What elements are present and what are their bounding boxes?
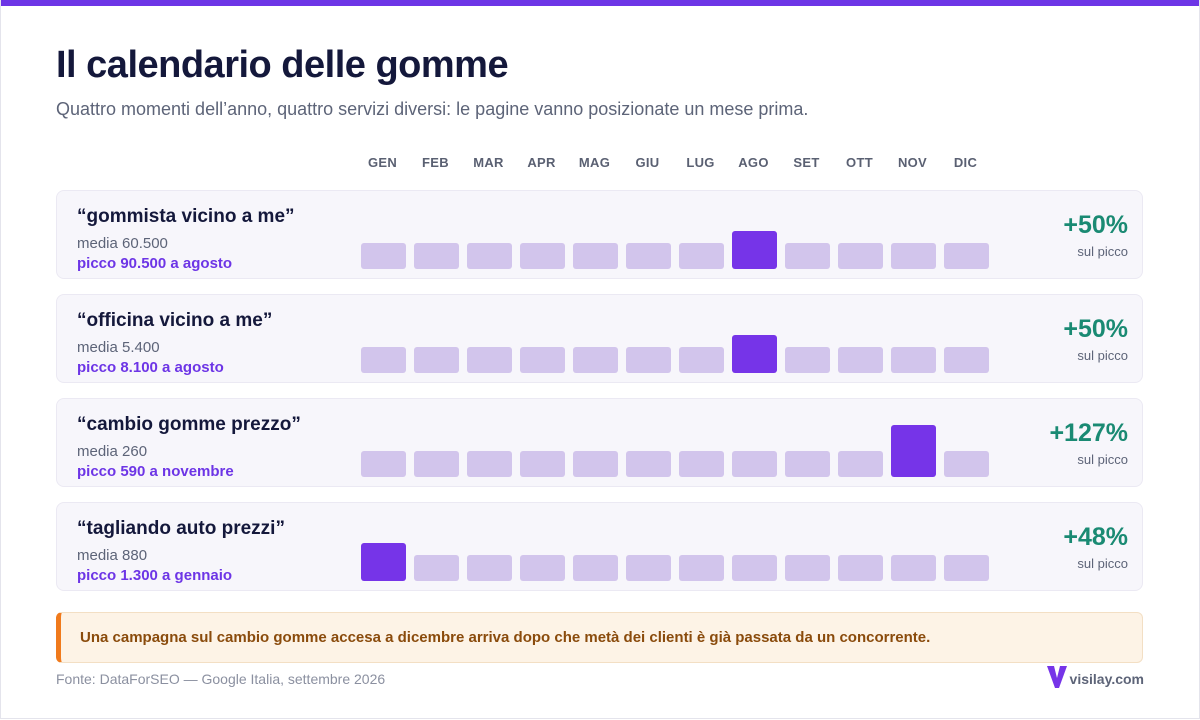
- month-bars: [361, 295, 991, 384]
- average-volume: media 260: [77, 443, 148, 460]
- month-bar: [679, 243, 724, 269]
- month-header: GEN FEB MAR APR MAG GIU LUG AGO SET OTT NOV DIC: [360, 155, 990, 171]
- month-bar: [520, 555, 565, 581]
- keyword-label: “gommista vicino a me”: [77, 206, 295, 227]
- month-bar: [520, 347, 565, 373]
- month-bars: [361, 191, 991, 280]
- keyword-card: “cambio gomme prezzo” media 260 picco 590 …: [56, 398, 1143, 487]
- month-bar: [414, 451, 459, 477]
- brand: visilay.com: [1046, 660, 1144, 690]
- source-note: Fonte: DataForSEO — Google Italia, sette…: [56, 671, 386, 687]
- month-bar: [414, 243, 459, 269]
- month-bar: [361, 243, 406, 269]
- peak-volume: picco 590 a novembre: [77, 463, 234, 480]
- month-bar: [732, 555, 777, 581]
- month-label: DIC: [953, 155, 978, 170]
- month-bar: [626, 451, 671, 477]
- brand-name: visilay.com: [1069, 671, 1144, 687]
- month-bar: [679, 347, 724, 373]
- keyword-card: “gommista vicino a me” media 60.500 picco …: [56, 190, 1143, 279]
- average-volume: media 5.400: [77, 339, 160, 356]
- month-bar: [361, 347, 406, 373]
- peak-increase-label: sul picco: [1077, 348, 1128, 363]
- accent-bar: [0, 0, 1200, 6]
- month-label: FEB: [422, 155, 449, 170]
- month-bar: [626, 555, 671, 581]
- month-bar: [414, 555, 459, 581]
- month-bar: [520, 243, 565, 269]
- month-bar: [573, 347, 618, 373]
- peak-month-bar: [361, 543, 406, 581]
- peak-increase: +50%: [1063, 211, 1128, 239]
- month-bar: [838, 347, 883, 373]
- month-label: SET: [793, 155, 820, 170]
- month-bar: [679, 451, 724, 477]
- page-title: Il calendario delle gomme: [56, 44, 509, 86]
- month-bar: [838, 451, 883, 477]
- month-bar: [573, 451, 618, 477]
- month-bar: [679, 555, 724, 581]
- month-bar: [467, 555, 512, 581]
- page-subtitle: Quattro momenti dell’anno, quattro servi…: [56, 99, 809, 119]
- month-bar: [785, 347, 830, 373]
- month-bars: [361, 503, 991, 592]
- peak-month-bar: [891, 425, 936, 477]
- peak-volume: picco 1.300 a gennaio: [77, 567, 233, 584]
- keyword-label: “cambio gomme prezzo”: [77, 414, 301, 435]
- month-bar: [467, 243, 512, 269]
- month-label: GEN: [367, 155, 398, 170]
- month-bar: [785, 451, 830, 477]
- peak-increase-label: sul picco: [1077, 452, 1128, 467]
- keyword-card: “tagliando auto prezzi” media 880 picco 1.…: [56, 502, 1143, 591]
- month-bar: [891, 243, 936, 269]
- month-label: MAG: [578, 155, 611, 170]
- month-label: LUG: [686, 155, 715, 170]
- callout-note: Una campagna sul cambio gomme accesa a d…: [56, 612, 1143, 663]
- month-bar: [944, 555, 989, 581]
- month-bar: [626, 243, 671, 269]
- callout-text: Una campagna sul cambio gomme accesa a d…: [80, 629, 931, 646]
- month-label: AGO: [738, 155, 769, 170]
- month-label: GIU: [635, 155, 660, 170]
- month-bar: [573, 243, 618, 269]
- month-bar: [891, 555, 936, 581]
- month-bar: [838, 243, 883, 269]
- peak-increase-label: sul picco: [1077, 556, 1128, 571]
- month-bar: [573, 555, 618, 581]
- peak-increase: +50%: [1063, 315, 1128, 343]
- peak-month-bar: [732, 335, 777, 373]
- keyword-card: “officina vicino a me” media 5.400 picco 8…: [56, 294, 1143, 383]
- month-label: APR: [527, 155, 556, 170]
- peak-increase: +48%: [1063, 523, 1128, 551]
- month-label: OTT: [846, 155, 873, 170]
- v-logo-icon: [1046, 666, 1067, 688]
- month-bar: [626, 347, 671, 373]
- month-bar: [361, 451, 406, 477]
- peak-increase: +127%: [1049, 419, 1128, 447]
- peak-volume: picco 90.500 a agosto: [77, 255, 233, 272]
- peak-volume: picco 8.100 a agosto: [77, 359, 224, 376]
- month-bar: [944, 451, 989, 477]
- month-bar: [732, 451, 777, 477]
- month-bar: [467, 451, 512, 477]
- month-label: MAR: [473, 155, 504, 170]
- month-bars: [361, 399, 991, 488]
- keyword-label: “officina vicino a me”: [77, 310, 273, 331]
- month-label: NOV: [897, 155, 928, 170]
- month-bar: [785, 555, 830, 581]
- keyword-label: “tagliando auto prezzi”: [77, 518, 285, 539]
- month-bar: [944, 347, 989, 373]
- month-bar: [520, 451, 565, 477]
- month-bar: [467, 347, 512, 373]
- average-volume: media 880: [77, 547, 148, 564]
- month-bar: [944, 243, 989, 269]
- month-bar: [838, 555, 883, 581]
- average-volume: media 60.500: [77, 235, 168, 252]
- peak-increase-label: sul picco: [1077, 244, 1128, 259]
- peak-month-bar: [732, 231, 777, 269]
- month-bar: [414, 347, 459, 373]
- month-bar: [785, 243, 830, 269]
- month-bar: [891, 347, 936, 373]
